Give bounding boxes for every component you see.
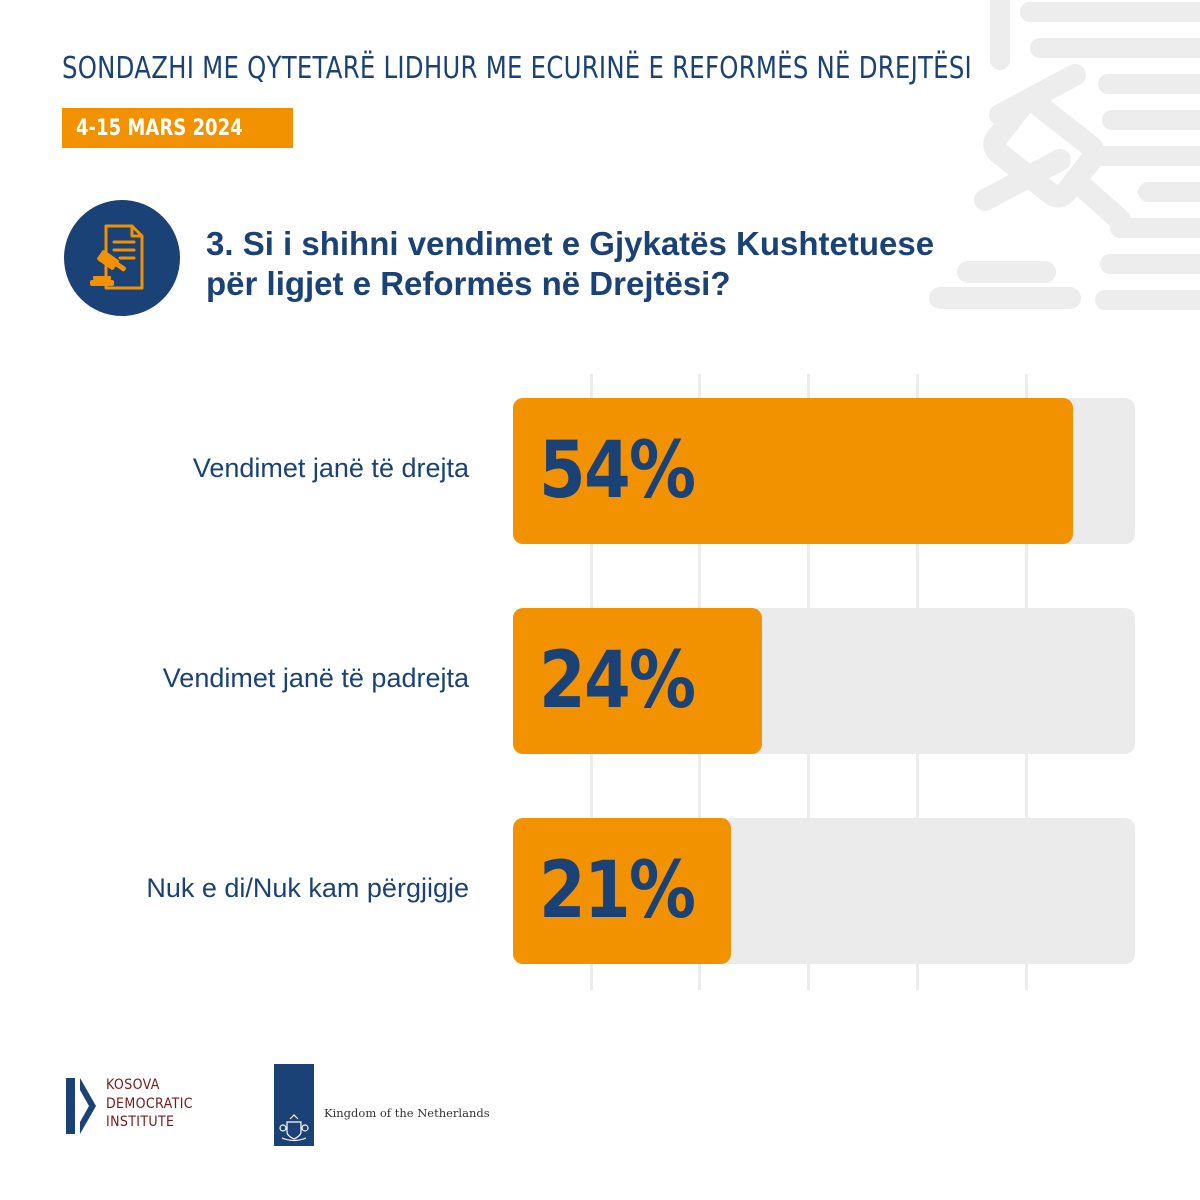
date-text: 4-15 MARS 2024 (76, 115, 243, 141)
date-badge: 4-15 MARS 2024 (62, 108, 294, 148)
kdi-line-3: INSTITUTE (106, 1114, 175, 1130)
category-label: Vendimet janë të drejta (192, 453, 469, 483)
kdi-logo (66, 1078, 106, 1138)
bar-value-text: 24% (539, 636, 696, 726)
gavel-document-icon (64, 200, 180, 316)
survey-title: SONDAZHI ME QYTETARË LIDHUR ME ECURINË E… (62, 51, 972, 86)
question-text: 3. Si i shihni vendimet e Gjykatës Kusht… (206, 224, 1026, 304)
kdi-line-1: KOSOVA (106, 1077, 160, 1093)
bar (513, 398, 1073, 544)
bar-value-label: 21% (539, 818, 720, 964)
netherlands-emblem (274, 1064, 314, 1146)
question-line-2: për ligjet e Reformës në Drejtësi? (206, 265, 731, 302)
category-label: Nuk e di/Nuk kam përgjigje (146, 873, 469, 903)
bar-track: 21% (513, 818, 1135, 964)
kdi-name: KOSOVA DEMOCRATIC INSTITUTE (106, 1076, 203, 1132)
bar-value-label: 54% (539, 398, 720, 544)
bar-value-text: 21% (539, 846, 696, 936)
category-label: Vendimet janë të padrejta (162, 663, 469, 693)
bar (513, 608, 762, 754)
kdi-line-2: DEMOCRATIC (106, 1095, 193, 1112)
bar-track: 54% (513, 398, 1135, 544)
bar (513, 818, 731, 964)
netherlands-label: Kingdom of the Netherlands (324, 1106, 490, 1120)
question-line-1: 3. Si i shihni vendimet e Gjykatës Kusht… (206, 225, 935, 262)
bar-value-label: 24% (539, 608, 720, 754)
bar-track: 24% (513, 608, 1135, 754)
bar-value-text: 54% (539, 426, 696, 516)
